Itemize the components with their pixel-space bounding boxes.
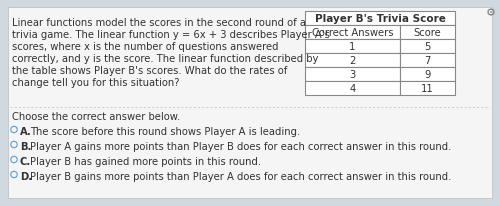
Text: 1: 1 — [350, 42, 356, 52]
Text: Player A gains more points than Player B does for each correct answer in this ro: Player A gains more points than Player B… — [30, 141, 452, 151]
Text: 9: 9 — [424, 70, 430, 80]
Text: scores, where x is the number of questions answered: scores, where x is the number of questio… — [12, 42, 278, 52]
Text: 7: 7 — [424, 56, 430, 66]
Text: Player B has gained more points in this round.: Player B has gained more points in this … — [30, 156, 261, 166]
Text: correctly, and y is the score. The linear function described by: correctly, and y is the score. The linea… — [12, 54, 318, 64]
FancyBboxPatch shape — [305, 26, 400, 40]
Text: Player B gains more points than Player A does for each correct answer in this ro: Player B gains more points than Player A… — [30, 171, 452, 181]
FancyBboxPatch shape — [305, 40, 400, 54]
Text: trivia game. The linear function y = 6x + 3 describes Player A's: trivia game. The linear function y = 6x … — [12, 30, 330, 40]
Text: D.: D. — [20, 171, 32, 181]
Text: Linear functions model the scores in the second round of a: Linear functions model the scores in the… — [12, 18, 306, 28]
Text: Choose the correct answer below.: Choose the correct answer below. — [12, 111, 180, 121]
Text: 4: 4 — [350, 84, 356, 94]
Text: ⚙: ⚙ — [486, 8, 496, 18]
FancyBboxPatch shape — [400, 82, 455, 96]
FancyBboxPatch shape — [400, 68, 455, 82]
FancyBboxPatch shape — [305, 82, 400, 96]
Text: Correct Answers: Correct Answers — [312, 28, 393, 38]
Text: 11: 11 — [421, 84, 434, 94]
Text: 3: 3 — [350, 70, 356, 80]
Text: The score before this round shows Player A is leading.: The score before this round shows Player… — [30, 126, 300, 136]
Text: 2: 2 — [350, 56, 356, 66]
Text: A.: A. — [20, 126, 32, 136]
Text: B.: B. — [20, 141, 32, 151]
Text: change tell you for this situation?: change tell you for this situation? — [12, 78, 179, 88]
Text: 5: 5 — [424, 42, 430, 52]
Text: Player B's Trivia Score: Player B's Trivia Score — [314, 14, 446, 24]
FancyBboxPatch shape — [400, 54, 455, 68]
FancyBboxPatch shape — [305, 54, 400, 68]
FancyBboxPatch shape — [400, 26, 455, 40]
Text: Score: Score — [414, 28, 442, 38]
FancyBboxPatch shape — [305, 68, 400, 82]
FancyBboxPatch shape — [8, 8, 492, 198]
FancyBboxPatch shape — [305, 12, 455, 26]
Text: the table shows Player B's scores. What do the rates of: the table shows Player B's scores. What … — [12, 66, 287, 76]
FancyBboxPatch shape — [400, 40, 455, 54]
Text: C.: C. — [20, 156, 31, 166]
